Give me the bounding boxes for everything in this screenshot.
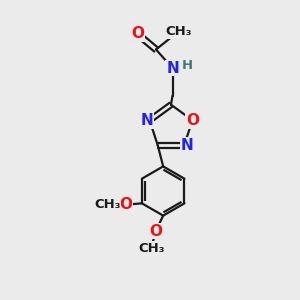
Text: CH₃: CH₃: [165, 25, 192, 38]
Text: H: H: [181, 58, 193, 72]
Text: CH₃: CH₃: [138, 242, 164, 255]
Text: O: O: [186, 113, 199, 128]
Text: O: O: [149, 224, 162, 239]
Text: O: O: [131, 26, 144, 41]
Text: N: N: [140, 113, 153, 128]
Text: O: O: [119, 197, 132, 212]
Text: N: N: [181, 138, 194, 153]
Text: CH₃: CH₃: [94, 198, 121, 211]
Text: N: N: [166, 61, 179, 76]
